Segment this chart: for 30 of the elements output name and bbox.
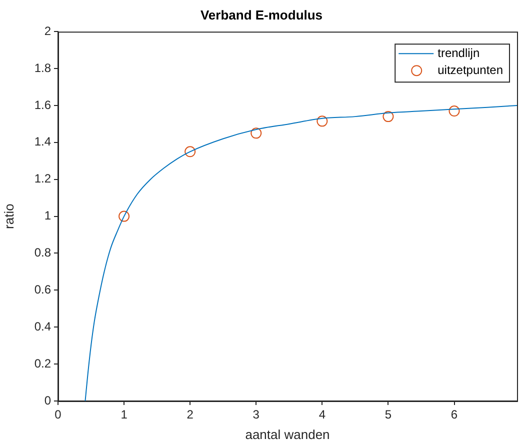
y-tick-label: 1 — [44, 208, 52, 223]
chart-title: Verband E-modulus — [200, 7, 323, 22]
y-tick-label: 0 — [44, 393, 52, 408]
y-tick-label: 0.4 — [34, 319, 52, 334]
point — [316, 116, 328, 127]
legend-label: uitzetpunten — [438, 62, 504, 77]
y-tick-label: 1.8 — [34, 60, 52, 75]
x-tick-label: 1 — [120, 408, 128, 422]
y-tick-label: 0.8 — [34, 246, 52, 260]
x-tick-label: 3 — [252, 408, 260, 422]
x-tick-label: 0 — [54, 408, 62, 422]
y-axis-title: ratio — [1, 204, 16, 229]
y-tick-label: 1.6 — [34, 98, 52, 112]
point — [382, 111, 394, 122]
y-tick-label: 1.4 — [34, 134, 52, 149]
x-tick-label: 5 — [384, 408, 392, 422]
x-axis-title: aantal wanden — [245, 426, 330, 442]
y-tick-label: 0.2 — [34, 356, 52, 370]
line-series — [84, 104, 517, 401]
point — [448, 106, 460, 117]
x-tick-label: 2 — [186, 408, 194, 422]
y-tick-label: 1.2 — [34, 172, 52, 186]
x-tick-label: 6 — [450, 408, 458, 422]
point — [118, 210, 130, 222]
x-tick-label: 4 — [318, 408, 326, 422]
y-tick-label: 2 — [44, 24, 52, 38]
legend-label: trendlijn — [438, 46, 480, 60]
point — [250, 128, 262, 139]
point — [184, 146, 196, 158]
y-tick-label: 0.6 — [34, 282, 52, 296]
